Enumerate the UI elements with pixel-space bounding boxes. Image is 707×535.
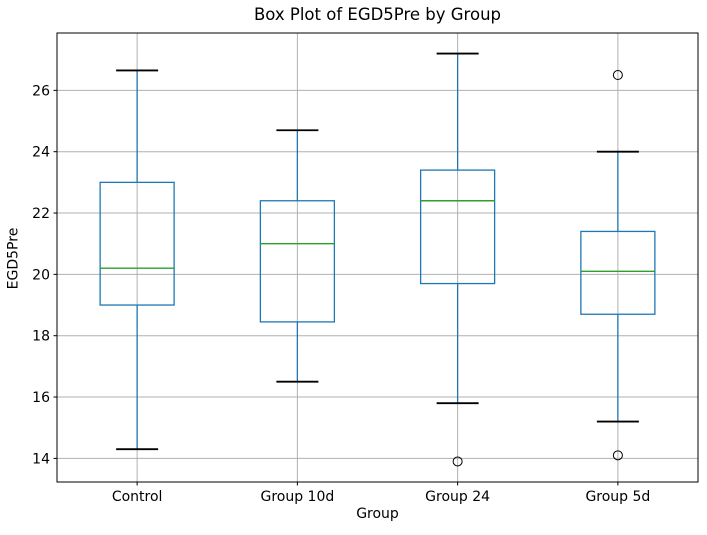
- box: [99, 181, 175, 306]
- y-tick-label: 24: [32, 145, 50, 161]
- x-tick-label: Group 24: [425, 489, 490, 505]
- y-tick-label: 14: [32, 451, 50, 467]
- x-tick-label: Group 5d: [585, 489, 650, 505]
- y-tick-label: 26: [32, 83, 50, 99]
- box: [580, 230, 656, 315]
- x-tick-label: Control: [112, 489, 163, 505]
- y-tick-label: 20: [32, 267, 50, 283]
- box: [259, 200, 336, 323]
- y-tick-label: 16: [32, 390, 50, 406]
- outlier-point: [452, 456, 463, 467]
- outlier-point: [612, 450, 623, 461]
- outlier-point: [612, 70, 623, 81]
- plot-border: [56, 32, 699, 483]
- y-tick-label: 18: [32, 329, 50, 345]
- box: [419, 169, 496, 285]
- x-tick-label: Group 10d: [260, 489, 334, 505]
- x-axis-label: Group: [356, 506, 399, 522]
- y-tick-label: 22: [32, 206, 50, 222]
- chart-title: Box Plot of EGD5Pre by Group: [253, 5, 502, 24]
